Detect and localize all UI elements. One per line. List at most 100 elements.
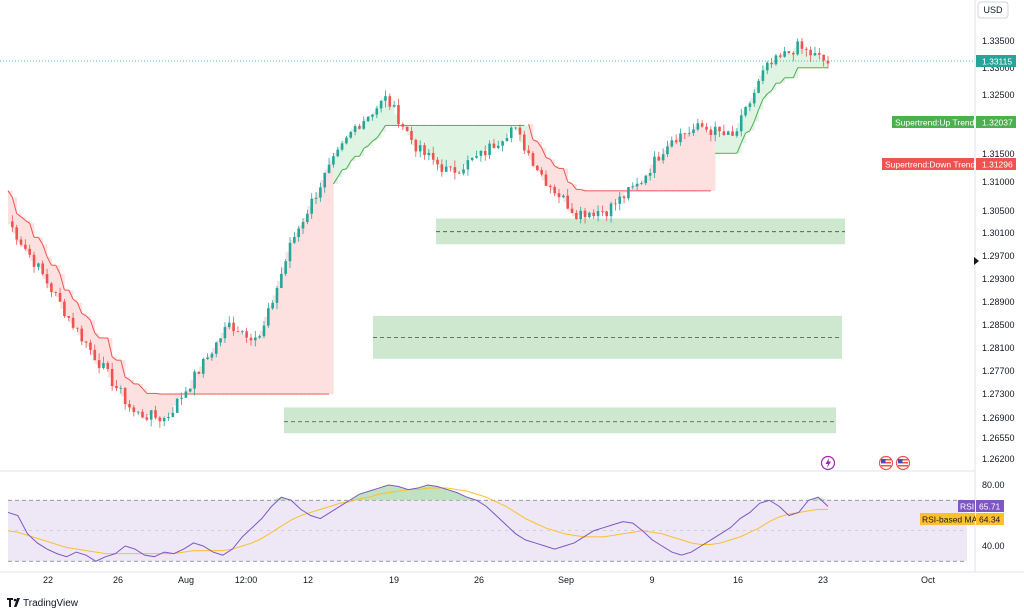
price-tick-label: 1.32500 [982, 90, 1015, 100]
supertrend-line [7, 190, 13, 198]
candle-body [162, 418, 166, 422]
candle-body [640, 183, 643, 184]
supertrend-line [37, 237, 44, 245]
candle-body [301, 222, 305, 229]
flash-event-icon[interactable] [820, 455, 836, 471]
candle-body [531, 153, 535, 166]
supertrend-fill [650, 164, 655, 191]
currency-label[interactable]: USD [977, 1, 1009, 19]
supertrend-fill [814, 53, 820, 68]
us-flag-event-icon[interactable] [878, 455, 894, 471]
supertrend-line [332, 176, 339, 185]
supertrend-fill [754, 86, 759, 122]
candle-body [722, 131, 726, 135]
candle-body [119, 388, 123, 389]
candle-body [245, 331, 248, 338]
rsi-overbought-fill [408, 488, 418, 501]
supertrend-line [380, 125, 386, 133]
supertrend-fill [728, 133, 733, 154]
candle-body [136, 411, 140, 413]
supertrend-fill [168, 394, 174, 415]
supertrend-fill [585, 190, 590, 215]
candle-body [293, 237, 296, 243]
supertrend-fill [385, 101, 391, 126]
supertrend-fill [797, 45, 803, 68]
supertrend-fill [723, 133, 729, 154]
supertrend-line [771, 82, 777, 91]
supertrend-fill [324, 168, 330, 395]
supertrend-fill [268, 305, 273, 395]
candle-body [418, 145, 422, 152]
candle-body [709, 129, 713, 135]
candle-body [739, 115, 743, 132]
supertrend-fill [51, 265, 57, 293]
candle-body [371, 114, 374, 117]
supertrend-fill [524, 125, 529, 152]
us-flag-event-icon-2[interactable] [895, 455, 911, 471]
candle-body [783, 51, 786, 57]
rsi-ma-value-tag [976, 513, 1004, 525]
supertrend-fill [663, 150, 668, 191]
supertrend-fill [541, 147, 547, 181]
supertrend-line [736, 142, 742, 154]
supertrend-line [740, 132, 747, 144]
supertrend-fill [684, 133, 690, 191]
supertrend-fill [710, 130, 716, 191]
supertrend-fill [220, 332, 226, 395]
supertrend-fill [602, 190, 608, 214]
supertrend-fill [411, 125, 417, 146]
candle-body [726, 131, 730, 135]
candle-body [583, 210, 587, 218]
candle-body [93, 349, 97, 361]
supertrend-fill [151, 393, 156, 414]
supertrend-line [89, 320, 96, 334]
supertrend-fill [589, 190, 595, 215]
time-axis[interactable]: 22 26 Aug 12:00 12 19 26 Sep 9 16 23 Oct [43, 575, 936, 585]
supertrend-fill [554, 166, 560, 196]
rsi-value: 65.71 [979, 502, 1001, 512]
supertrend-fill [185, 390, 191, 395]
supertrend-fill [428, 125, 434, 157]
candle-body [696, 123, 700, 130]
candle-body [505, 138, 509, 142]
supertrend-fill [90, 320, 96, 355]
supertrend-fill [823, 61, 829, 68]
supertrend-fill [120, 360, 126, 397]
candle-body [748, 103, 752, 107]
price-tick-label: 1.30500 [982, 206, 1015, 216]
candle-body [562, 195, 565, 198]
price-axis[interactable]: 1.335001.330001.325001.320001.315001.310… [882, 36, 1016, 551]
supertrend-fill [741, 111, 746, 144]
rsi-label-bg [958, 500, 975, 512]
supertrend-up-label: Supertrend:Up Trend [895, 118, 975, 128]
candle-body [180, 397, 183, 399]
candle-body [11, 221, 14, 228]
candle-body [557, 193, 561, 198]
last-price-value: 1.33115 [982, 57, 1012, 67]
supertrend-line [72, 298, 78, 304]
candle-body [63, 301, 66, 317]
candle-body [115, 385, 118, 389]
supertrend-down-label-bg [882, 158, 974, 170]
supertrend-fill [250, 338, 256, 395]
supertrend-fill [81, 313, 87, 343]
candle-body [453, 167, 457, 173]
rsi-tick-label: 40.00 [982, 541, 1005, 551]
candle-body [666, 146, 669, 155]
supertrend-fill [64, 290, 70, 317]
supertrend-fill [676, 137, 681, 191]
supertrend-fill [38, 237, 44, 269]
candle-body [28, 248, 31, 255]
candle-body [457, 172, 461, 174]
candle-body [818, 52, 821, 55]
supertrend-fill [450, 125, 456, 170]
supertrend-fill [506, 125, 512, 133]
supertrend-fill [190, 380, 195, 395]
supertrend-fill [433, 125, 438, 163]
candle-body [596, 211, 600, 217]
candle-body [54, 292, 58, 293]
supertrend-fill [359, 124, 365, 157]
candle-body [423, 145, 426, 156]
candle-body [193, 371, 196, 389]
scroll-marker-icon[interactable] [974, 257, 979, 265]
